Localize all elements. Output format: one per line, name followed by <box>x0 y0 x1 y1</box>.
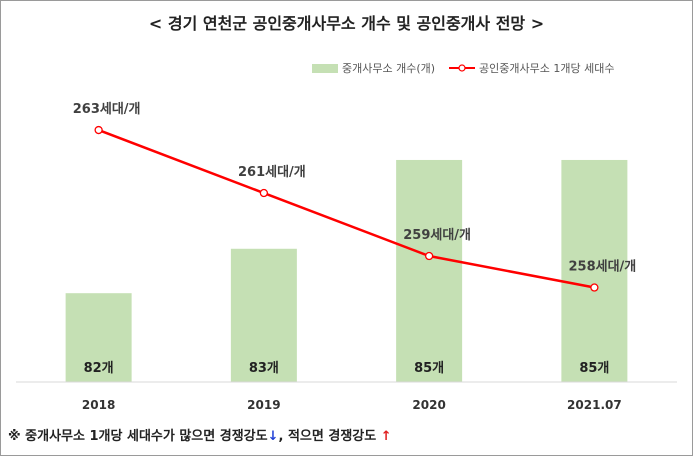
x-tick-label: 2019 <box>247 398 280 412</box>
legend-item-line: 공인중개사무소 1개당 세대수 <box>435 60 614 76</box>
legend-bar-label: 중개사무소 개수(개) <box>342 62 436 75</box>
bar-value-label: 82개 <box>84 361 114 376</box>
line-value-label: 258세대/개 <box>568 260 636 275</box>
bar-value-label: 85개 <box>579 361 609 376</box>
legend-item-bar: 중개사무소 개수(개) <box>312 60 435 76</box>
footnote-text: ※ 중개사무소 1개당 세대수가 많으면 경쟁강도 <box>8 429 268 444</box>
bar <box>230 248 297 382</box>
line-value-label: 261세대/개 <box>238 165 306 180</box>
arrow-down-icon: ↓ <box>267 429 279 444</box>
footnote: ※ 중개사무소 1개당 세대수가 많으면 경쟁강도↓, 적으면 경쟁강도 ↑ <box>8 425 392 444</box>
bar-value-label: 83개 <box>249 361 279 376</box>
line-value-label: 263세대/개 <box>73 102 141 117</box>
legend-line-swatch <box>449 64 476 72</box>
legend: 중개사무소 개수(개) 공인중개사무소 1개당 세대수 <box>312 60 614 76</box>
bar <box>396 159 463 382</box>
x-tick-label: 2020 <box>412 398 445 412</box>
line-point <box>424 251 434 261</box>
bar <box>65 293 132 382</box>
legend-bar-swatch <box>312 63 338 73</box>
line-value-label: 259세대/개 <box>403 228 471 243</box>
bars-layer <box>65 159 628 382</box>
chart-title: < 경기 연천군 공인중개사무소 개수 및 공인중개사 전망 > <box>148 14 545 33</box>
x-tick-label: 2021.07 <box>567 398 622 412</box>
line-point <box>259 188 269 198</box>
arrow-up-icon: ↑ <box>380 429 392 444</box>
x-tick-label: 2018 <box>82 398 115 412</box>
labels-layer: 82개 2018 83개 2019 85개 2020 85개 2021.07 263세대/개 26… <box>73 102 637 412</box>
bar <box>561 159 628 382</box>
bar-value-label: 85개 <box>414 361 444 376</box>
legend-line-label: 공인중개사무소 1개당 세대수 <box>479 62 615 75</box>
footnote-text-middle: , 적으면 경쟁강도 <box>278 429 381 444</box>
line-layer <box>94 125 599 292</box>
line-point <box>590 283 599 292</box>
line-series <box>98 128 595 289</box>
line-point <box>94 125 103 135</box>
